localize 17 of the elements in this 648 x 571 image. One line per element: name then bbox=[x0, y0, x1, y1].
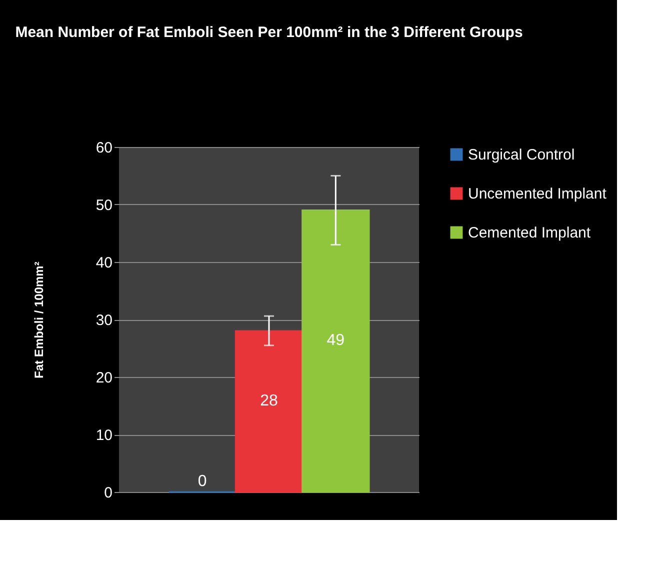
y-tick-label: 60 bbox=[96, 140, 112, 156]
y-tick-label: 30 bbox=[96, 312, 112, 329]
y-tick-label: 10 bbox=[96, 427, 112, 444]
legend-label: Surgical Control bbox=[468, 146, 575, 164]
legend-label: Cemented Implant bbox=[468, 224, 592, 242]
y-tick-label: 40 bbox=[96, 254, 112, 272]
y-tick-label: 50 bbox=[96, 197, 112, 214]
bar bbox=[302, 210, 370, 493]
bar bbox=[234, 330, 304, 493]
data-label: 49 bbox=[326, 332, 345, 350]
data-label: 28 bbox=[260, 392, 278, 410]
data-label: 0 bbox=[198, 473, 207, 490]
y-tick-label: 20 bbox=[96, 370, 112, 386]
legend-label: Uncemented Implant bbox=[468, 186, 608, 202]
chart-title: Mean Number of Fat Emboli Seen Per 100mm² in the 3 Different Groups bbox=[15, 24, 523, 41]
y-tick-label: 0 bbox=[104, 484, 112, 502]
y-axis-title: Fat Emboli / 100mm² bbox=[32, 262, 46, 378]
